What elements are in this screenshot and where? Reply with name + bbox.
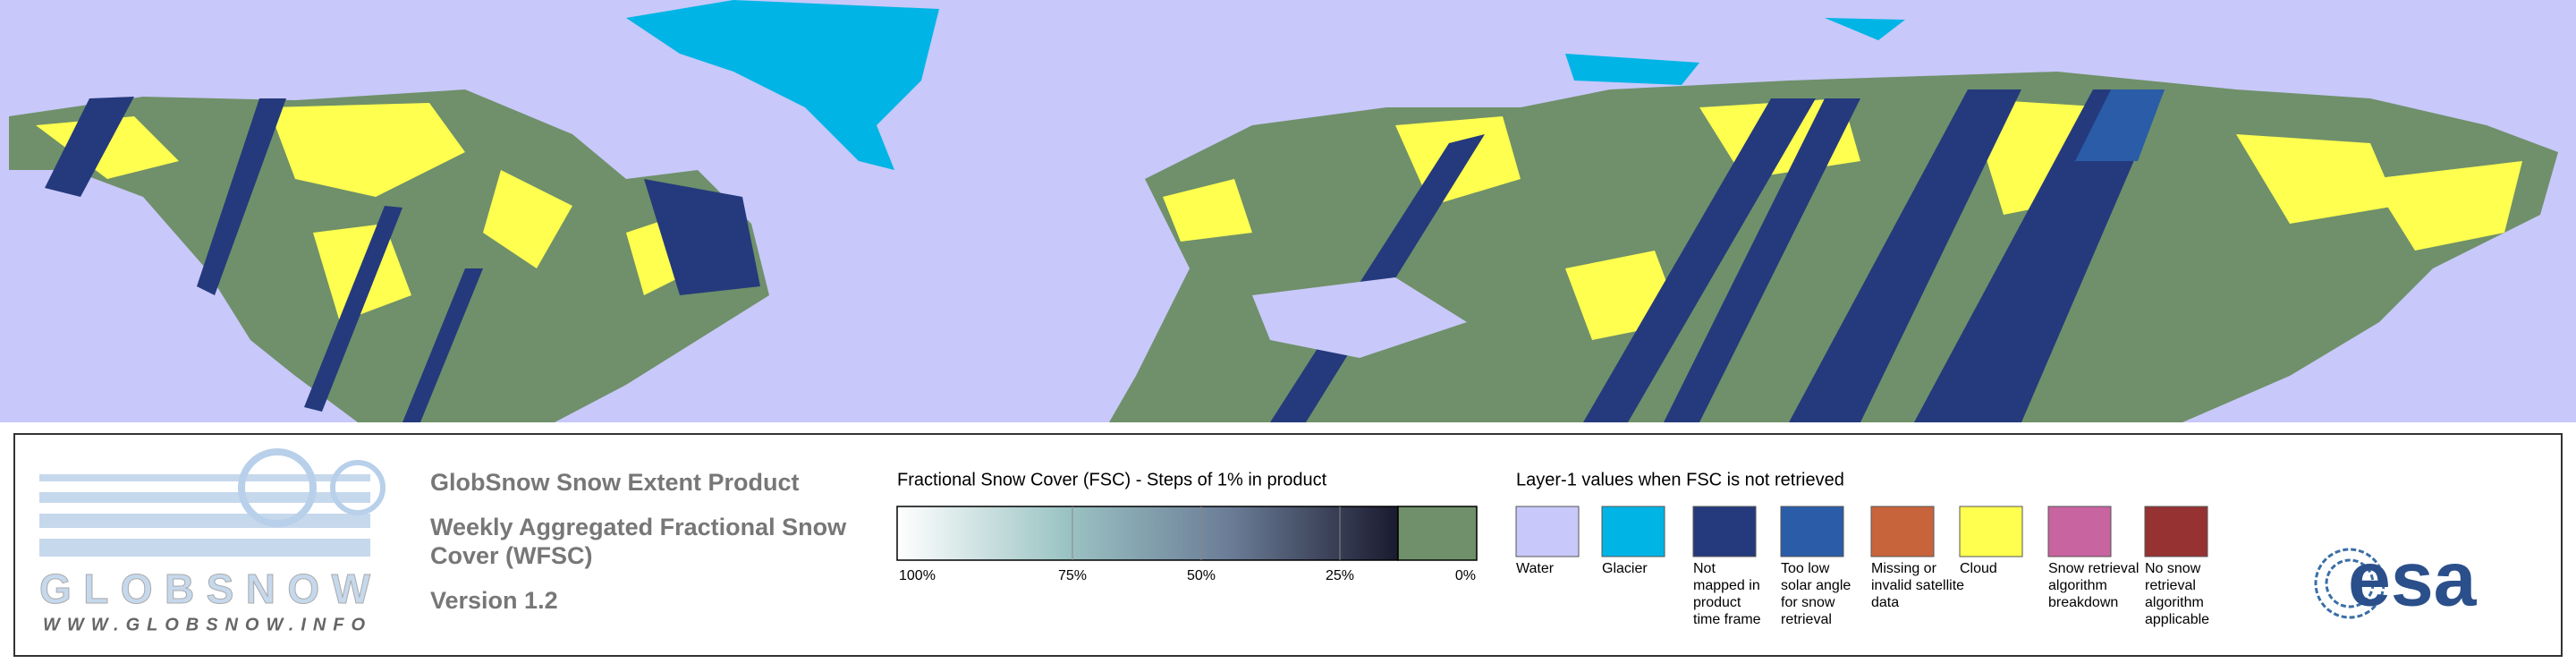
- classes-title: Layer-1 values when FSC is not retrieved: [1516, 470, 1844, 489]
- class-swatch: [1959, 506, 2023, 557]
- colorbar-tick-label: 0%: [1455, 568, 1476, 583]
- class-swatch: [1870, 506, 1935, 557]
- class-label: No snow: [2145, 561, 2201, 576]
- colorbar-tick-label: 75%: [1058, 568, 1087, 583]
- class-label: retrieval: [2145, 578, 2196, 593]
- class-label: algorithm: [2048, 578, 2107, 593]
- class-label: time frame: [1693, 612, 1761, 627]
- class-label: product: [1693, 595, 1741, 610]
- class-label: Too low: [1781, 561, 1830, 576]
- class-label: for snow: [1781, 595, 1835, 610]
- class-swatch: [1780, 506, 1844, 557]
- class-label: Missing or: [1871, 561, 1937, 576]
- product-subtitle: Weekly Aggregated Fractional Snow: [430, 514, 847, 540]
- colorbar-tick-label: 25%: [1326, 568, 1354, 583]
- class-label: invalid satellite: [1871, 578, 1964, 593]
- class-label: Cloud: [1960, 561, 1997, 576]
- colorbar-tick-label: 100%: [899, 568, 936, 583]
- class-label: applicable: [2145, 612, 2209, 627]
- map: [0, 0, 2576, 422]
- product-version: Version 1.2: [430, 587, 558, 614]
- class-label: Glacier: [1602, 561, 1648, 576]
- product-subtitle: Cover (WFSC): [430, 542, 593, 569]
- class-swatch: [1601, 506, 1665, 557]
- class-swatch: [1692, 506, 1757, 557]
- colorbar-tick-label: 50%: [1187, 568, 1216, 583]
- product-title: GlobSnow Snow Extent Product: [430, 469, 800, 496]
- colorbar: [896, 506, 1399, 561]
- class-swatch: [1515, 506, 1580, 557]
- class-swatch: [2144, 506, 2208, 557]
- class-label: retrieval: [1781, 612, 1832, 627]
- class-label: mapped in: [1693, 578, 1760, 593]
- colorbar-land: [1397, 506, 1478, 561]
- globsnow-logo: GLOBSNOW WWW.GLOBSNOW.INFO: [39, 448, 386, 634]
- class-label: solar angle: [1781, 578, 1851, 593]
- class-label: Not: [1693, 561, 1716, 576]
- class-label: algorithm: [2145, 595, 2204, 610]
- class-swatch: [2047, 506, 2112, 557]
- esa-logo: esa: [2314, 537, 2478, 623]
- colorbar-title: Fractional Snow Cover (FSC) - Steps of 1…: [897, 470, 1327, 489]
- esa-text: esa: [2348, 537, 2478, 623]
- class-label: Water: [1516, 561, 1555, 576]
- class-label: breakdown: [2048, 595, 2118, 610]
- class-label: Snow retrieval: [2048, 561, 2139, 576]
- class-label: data: [1871, 595, 1899, 610]
